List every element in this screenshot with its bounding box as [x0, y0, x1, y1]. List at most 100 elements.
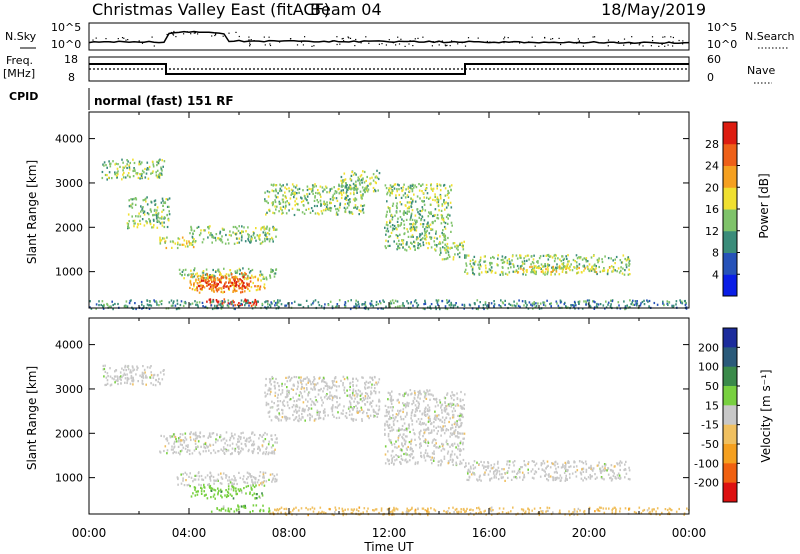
echo-cell	[423, 428, 425, 431]
echo-cell	[508, 263, 511, 266]
echo-cell	[403, 227, 406, 230]
echo-cell	[168, 301, 171, 304]
echo-cell	[454, 428, 457, 432]
echo-cell	[288, 407, 291, 410]
echo-cell	[236, 271, 239, 274]
echo-cell	[398, 435, 400, 438]
echo-cell	[435, 418, 437, 421]
echo-cell	[163, 225, 166, 229]
echo-cell	[257, 479, 260, 482]
echo-cell	[232, 289, 235, 292]
nsky-dot	[175, 36, 177, 38]
echo-cell	[462, 458, 465, 462]
echo-cell	[366, 186, 368, 189]
echo-cell	[586, 266, 589, 269]
echo-cell	[187, 449, 189, 452]
echo-cell	[316, 382, 319, 385]
echo-cell	[370, 386, 373, 389]
echo-cell	[484, 260, 487, 263]
echo-cell	[418, 431, 421, 434]
echo-cell	[285, 416, 288, 419]
echo-cell	[323, 396, 326, 399]
echo-cell	[245, 485, 248, 488]
echo-cell	[237, 279, 239, 282]
echo-cell	[229, 269, 232, 272]
echo-cell	[412, 428, 415, 431]
echo-cell	[198, 291, 201, 294]
echo-cell	[230, 273, 233, 276]
echo-cell	[189, 432, 191, 435]
echo-cell	[396, 220, 399, 223]
echo-cell	[180, 300, 183, 303]
echo-cell	[284, 195, 287, 198]
echo-cell	[365, 188, 367, 191]
echo-cell	[429, 196, 432, 199]
echo-cell	[313, 204, 316, 208]
echo-cell	[114, 302, 116, 306]
echo-cell	[334, 190, 337, 193]
echo-cell	[425, 196, 428, 199]
echo-cell	[534, 470, 537, 473]
echo-cell	[243, 226, 245, 229]
echo-cell	[172, 304, 174, 307]
echo-cell	[148, 307, 151, 310]
echo-cell	[135, 373, 137, 376]
echo-cell	[389, 194, 391, 197]
echo-cell	[443, 238, 445, 241]
echo-cell	[446, 242, 449, 246]
echo-cell	[338, 299, 341, 302]
echo-cell	[177, 477, 179, 480]
echo-cell	[472, 262, 475, 265]
nsky-dot	[668, 41, 670, 43]
echo-cell	[473, 273, 476, 276]
echo-cell	[604, 469, 607, 472]
echo-cell	[484, 264, 487, 267]
echo-cell	[561, 266, 563, 269]
echo-cell	[248, 301, 250, 304]
echo-cell	[253, 302, 255, 305]
echo-cell	[213, 482, 215, 485]
echo-cell	[322, 418, 325, 421]
echo-cell	[549, 475, 552, 478]
echo-cell	[301, 386, 304, 389]
echo-cell	[420, 393, 422, 396]
echo-cell	[159, 158, 161, 161]
echo-cell	[412, 228, 415, 231]
echo-cell	[335, 416, 338, 420]
echo-cell	[366, 400, 369, 404]
echo-cell	[150, 172, 152, 175]
echo-cell	[440, 197, 442, 200]
echo-cell	[404, 403, 406, 406]
echo-cell	[340, 412, 343, 415]
echo-cell	[439, 308, 441, 311]
echo-cell	[264, 191, 266, 194]
echo-cell	[437, 460, 440, 463]
echo-cell	[268, 233, 271, 236]
echo-cell	[622, 254, 625, 257]
echo-cell	[197, 278, 200, 281]
echo-cell	[127, 223, 130, 226]
echo-cell	[347, 199, 350, 202]
echo-cell	[310, 407, 313, 410]
echo-cell	[462, 415, 464, 419]
echo-cell	[199, 287, 202, 291]
echo-cell	[486, 305, 488, 308]
echo-cell	[508, 258, 510, 261]
echo-cell	[312, 302, 314, 305]
echo-cell	[259, 270, 262, 273]
echo-cell	[372, 378, 374, 382]
echo-cell	[398, 184, 400, 187]
echo-cell	[288, 203, 291, 206]
echo-cell	[263, 225, 265, 228]
echo-cell	[331, 406, 333, 409]
echo-cell	[484, 303, 487, 306]
echo-cell	[161, 173, 163, 176]
echo-cell	[143, 171, 145, 174]
echo-cell	[356, 206, 359, 209]
echo-cell	[342, 409, 344, 412]
echo-cell	[354, 206, 357, 209]
echo-cell	[204, 273, 207, 276]
echo-cell	[490, 464, 492, 467]
echo-cell	[567, 260, 569, 263]
echo-cell	[441, 427, 444, 430]
